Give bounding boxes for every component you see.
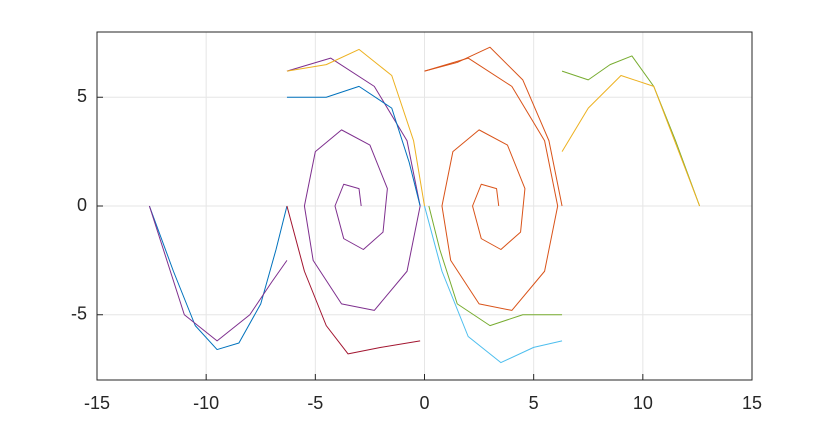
x-tick-label: 0: [419, 393, 429, 413]
y-tick-label: 5: [77, 86, 87, 106]
trajectory: [561, 55, 701, 207]
x-tick-label: -5: [307, 393, 323, 413]
trajectory: [286, 48, 425, 207]
trajectory: [286, 57, 421, 311]
x-tick-label: -10: [193, 393, 219, 413]
y-tick-label: 0: [77, 195, 87, 215]
y-tick-label: -5: [71, 304, 87, 324]
trajectory: [148, 205, 288, 351]
trajectory: [148, 205, 288, 342]
trajectory: [428, 205, 563, 327]
trajectory: [424, 57, 559, 311]
x-tick-label: 5: [529, 393, 539, 413]
trajectory: [424, 205, 563, 364]
trajectory: [286, 85, 421, 207]
x-tick-label: 15: [742, 393, 762, 413]
trajectory: [561, 75, 701, 207]
x-tick-label: -15: [84, 393, 110, 413]
trajectory: [286, 205, 421, 355]
trajectory: [424, 46, 563, 207]
x-tick-label: 10: [633, 393, 653, 413]
axes-box: [96, 31, 753, 381]
